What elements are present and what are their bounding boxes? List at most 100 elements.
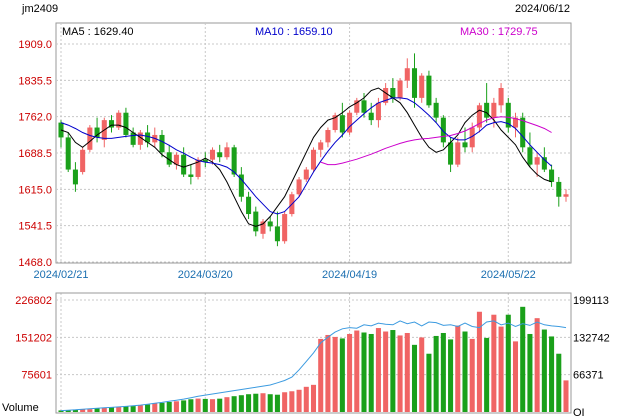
price-tick-label: 1468.0 [18,257,52,269]
candle-body [65,137,71,170]
candle-body [173,154,179,165]
volume-bar [116,406,122,412]
volume-bar [267,394,273,412]
volume-bar [181,400,187,412]
candle-body [433,102,439,118]
volume-bar [65,410,71,412]
candle-body [188,174,194,177]
ma-line-ma10 [60,97,552,215]
candle-body [246,196,252,215]
ma-line-ma5 [60,87,552,227]
candle-body [491,102,497,118]
volume-bar [347,333,353,412]
volume-bar [505,314,511,412]
volume-bar [123,406,129,412]
volume-bar [318,338,324,412]
volume-bar [448,339,454,412]
candle-body [274,226,280,242]
volume-bar [484,337,490,412]
volume-bar [246,394,252,412]
price-y-axis: 1909.0 1835.5 1762.0 1688.5 1615.0 1541.5 1468… [18,39,52,269]
volume-bar [209,399,216,412]
volume-bar [80,409,86,412]
candle-body [137,132,143,145]
volume-bar [173,401,179,412]
price-tick-label: 1615.0 [18,184,52,196]
volume-bar [354,330,360,412]
candle-body [217,152,223,158]
volume-bar [375,328,381,412]
volume-bar [289,391,295,412]
date-x-axis: 2024/02/21 2024/03/20 2024/04/19 2024/05/22 [33,269,535,281]
candle-body [108,120,115,128]
candle-body [238,174,244,197]
candle-body [318,142,324,150]
volume-bar [166,401,172,412]
volume-bar [527,333,533,412]
volume-bar [411,344,418,412]
volume-bar [137,405,143,412]
volume-bar [310,384,317,412]
candle-body [390,87,396,98]
candle-body [462,142,468,148]
volume-bar [339,338,345,412]
volume-bar [94,408,100,412]
date-tick-label: 2024/02/21 [33,269,88,281]
oi-tick-label: 199113 [573,295,609,307]
volume-bar [361,332,367,412]
date-tick-label: 2024/04/19 [322,269,377,281]
volume-bar [462,331,468,412]
volume-bar [476,311,482,412]
volume-bar [469,338,475,412]
candle-body [202,159,208,163]
volume-bar [152,403,158,412]
volume-tick-label: 226802 [15,295,52,307]
candle-body [123,112,129,135]
volume-y-axis: 226802 151202 75601 [15,295,52,382]
volume-bar [274,394,280,412]
volume-bar [145,404,151,412]
oi-line [60,320,567,412]
candle-body [448,142,454,165]
candle-body [303,169,309,180]
price-tick-label: 1762.0 [18,112,52,124]
price-tick-label: 1835.5 [18,75,52,87]
candle-body [145,132,151,143]
volume-bar [130,406,136,412]
volume-bar [217,398,223,412]
candle-body [166,152,172,165]
symbol-label: jm2409 [21,3,58,15]
ma10-legend: MA10 : 1659.10 [255,26,333,38]
volume-bar [534,318,540,412]
candle-body [505,102,511,128]
volume-axis-label: Volume [2,402,39,414]
volume-bar [303,386,309,412]
candle-body [80,149,86,173]
candle-body [498,87,504,106]
volume-bar [108,407,115,412]
volume-bar [87,409,93,412]
candlestick-series [58,53,569,247]
date-tick-label: 2024/05/22 [481,269,536,281]
candle-body [72,169,78,185]
candle-body [130,132,136,145]
candle-body [476,105,482,128]
volume-bar [390,330,396,412]
volume-bar [440,332,446,412]
candle-body [541,157,547,170]
oi-tick-label: 132742 [573,332,610,344]
volume-bar [426,353,432,412]
volume-bar [195,398,201,412]
volume-bar [556,353,562,412]
volume-bar [397,335,403,412]
candle-body [94,127,100,138]
candle-body [224,147,230,158]
candle-body [512,117,519,128]
volume-bar [563,380,569,412]
candle-body [296,179,302,195]
candle-body [87,127,93,150]
volume-bar [368,333,374,412]
volume-bar [549,336,555,412]
candle-body [231,147,237,175]
ma5-legend: MA5 : 1629.40 [62,26,134,38]
